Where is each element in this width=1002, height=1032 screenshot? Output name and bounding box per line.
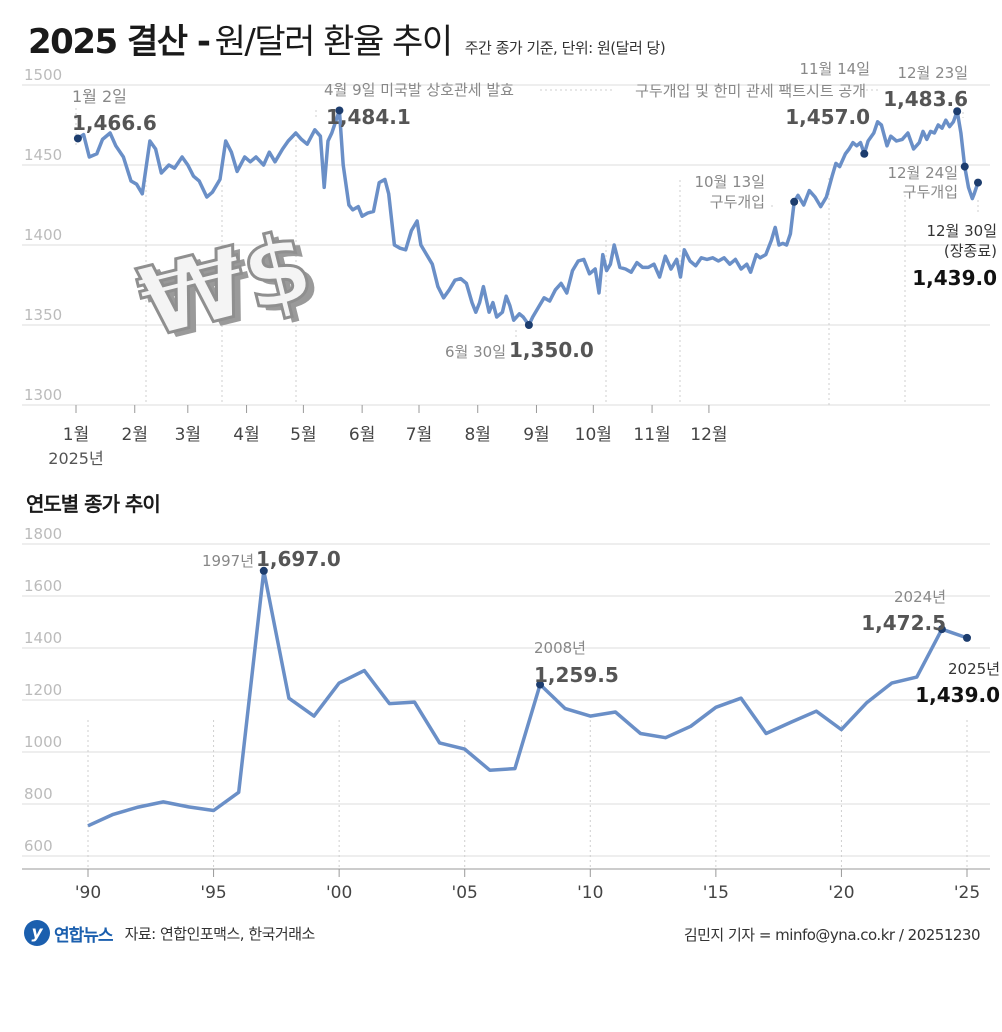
chart2-point-marker xyxy=(963,633,971,642)
chart1-x-tick-label: 10월 xyxy=(575,425,612,445)
ann-dec30-date: 12월 30일 xyxy=(926,222,997,240)
ann-2008-year: 2008년 xyxy=(534,639,586,657)
ann-1997-value: 1,697.0 xyxy=(256,547,341,571)
chart1-x-tick-label: 3월 xyxy=(175,425,201,445)
chart2-x-tick-label: '25 xyxy=(954,883,980,903)
chart2-x-tick-label: '90 xyxy=(75,883,101,903)
chart2-y-ticks: 600 800 1000 1200 1400 1600 1800 xyxy=(24,525,62,855)
chart1-markers xyxy=(73,106,982,329)
title-rest: 원/달러 환율 추이 xyxy=(214,22,454,62)
chart1-x-tick-label: 2월 xyxy=(122,425,148,445)
ann-dec24-date: 12월 24일 xyxy=(887,164,958,182)
chart1-point-marker xyxy=(974,178,982,187)
ann-jun30-date: 6월 30일 xyxy=(445,343,506,361)
yonhap-logo-icon: y xyxy=(24,920,50,946)
ann-apr9-date: 4월 9일 미국발 상호관세 발효 xyxy=(324,81,514,99)
ann-jun30-value: 1,350.0 xyxy=(509,338,594,362)
chart2-y-tick-label: 800 xyxy=(24,785,53,803)
ann-jan2-date: 1월 2일 xyxy=(72,87,127,106)
chart1-point-marker xyxy=(73,134,82,143)
chart2-markers xyxy=(259,566,971,689)
chart2-point-marker xyxy=(259,566,268,575)
chart1-point-marker xyxy=(335,106,344,115)
chart2-x-tick-label: '00 xyxy=(326,883,352,903)
chart1-y-tick-label: 1350 xyxy=(24,306,62,324)
ann-apr9-value: 1,484.1 xyxy=(326,105,411,129)
chart2-x-tick-label: '10 xyxy=(577,883,603,903)
source-text: 자료: 연합인포맥스, 한국거래소 xyxy=(124,924,316,943)
chart1-x-tick-label: 7월 xyxy=(406,425,432,445)
ann-dec23-value: 1,483.6 xyxy=(883,87,968,111)
chart1-point-marker xyxy=(953,107,962,116)
page-title: 2025 결산 - 원/달러 환율 추이 주간 종가 기준, 단위: 원(달러 … xyxy=(28,14,666,63)
chart1-point-marker xyxy=(790,197,799,206)
chart2-x-tick-label: '95 xyxy=(200,883,226,903)
year-label-2025: 2025년 xyxy=(48,449,103,468)
chart1-x-tick-label: 8월 xyxy=(464,425,490,445)
ann-dec23-date: 12월 23일 xyxy=(897,64,968,82)
chart1-point-marker xyxy=(960,162,969,171)
chart1-x-tick-label: 11월 xyxy=(633,425,670,445)
chart2-x-tick-label: '15 xyxy=(703,883,729,903)
chart2-grid xyxy=(22,543,990,870)
chart2-y-tick-label: 1400 xyxy=(24,629,62,647)
chart2-y-tick-label: 1200 xyxy=(24,681,62,699)
ann-jan2-value: 1,466.6 xyxy=(72,111,157,135)
chart1-series-line xyxy=(76,108,980,327)
title-bold: 2025 결산 - xyxy=(28,22,211,62)
chart1-x-tick-label: 4월 xyxy=(233,425,259,445)
chart1-x-tick-label: 1월 xyxy=(63,425,89,445)
chart1-leader-lines xyxy=(75,89,979,405)
ann-2008-value: 1,259.5 xyxy=(534,663,619,687)
ann-2025-year: 2025년 xyxy=(948,660,1000,678)
chart1-point-marker xyxy=(860,149,869,158)
ann-oct13-date: 10월 13일 xyxy=(694,173,765,191)
ann-dec30-value: 1,439.0 xyxy=(912,266,997,290)
ann-oct13-note: 구두개입 xyxy=(710,193,765,211)
ann-2025-value: 1,439.0 xyxy=(915,683,1000,707)
won-dollar-3d-icon: ₩$ ₩$ xyxy=(127,208,330,364)
ann-1997-year: 1997년 xyxy=(202,552,254,570)
chart1-x-tick-label: 12월 xyxy=(690,425,727,445)
chart1-y-tick-label: 1300 xyxy=(24,386,62,404)
chart2-x-ticks: '90 '95 '00 '05 '10 '15 '20 '25 xyxy=(75,869,980,903)
chart1-y-tick-label: 1400 xyxy=(24,226,62,244)
credit-text: 김민지 기자 = minfo@yna.co.kr / 20251230 xyxy=(683,926,981,944)
footer-source: y 연합뉴스 자료: 연합인포맥스, 한국거래소 xyxy=(24,920,315,946)
chart2-x-tick-label: '05 xyxy=(452,883,478,903)
chart2-point-marker xyxy=(937,625,946,634)
chart1-point-marker xyxy=(524,321,533,329)
chart1-x-tick-label: 5월 xyxy=(290,425,316,445)
ann-nov14-note: 구두개입 및 한미 관세 팩트시트 공개 xyxy=(635,82,866,100)
ann-dec24-note: 구두개입 xyxy=(903,183,958,201)
chart1-x-ticks: 1월 2월 3월 4월 5월 6월 7월 8월 9월 10월 11월 12월 xyxy=(63,405,728,445)
svg-text:₩$: ₩$ xyxy=(128,209,323,359)
ann-nov14-date: 11월 14일 xyxy=(799,60,870,78)
yonhap-logo-text: 연합뉴스 xyxy=(54,925,114,946)
chart2-y-tick-label: 1000 xyxy=(24,733,62,751)
chart1-x-tick-label: 6월 xyxy=(349,425,375,445)
chart2-x-tick-label: '20 xyxy=(828,883,854,903)
chart1-y-tick-label: 1500 xyxy=(24,66,62,84)
chart2-point-marker xyxy=(536,680,545,689)
ann-dec30-note: (장종료) xyxy=(944,242,997,260)
chart1-y-tick-label: 1450 xyxy=(24,146,62,164)
ann-nov14-value: 1,457.0 xyxy=(785,105,870,129)
chart2-y-tick-label: 1800 xyxy=(24,525,62,543)
chart1-y-ticks: 1300 1350 1400 1450 1500 xyxy=(24,66,62,404)
chart2-series-line xyxy=(87,569,968,828)
title-note: 주간 종가 기준, 단위: 원(달러 당) xyxy=(464,39,666,57)
ann-2024-value: 1,472.5 xyxy=(861,611,946,635)
section2-title: 연도별 종가 추이 xyxy=(26,492,161,516)
chart1-x-tick-label: 9월 xyxy=(523,425,549,445)
ann-2024-year: 2024년 xyxy=(894,588,946,606)
chart2-y-tick-label: 600 xyxy=(24,837,53,855)
chart2-y-tick-label: 1600 xyxy=(24,577,62,595)
